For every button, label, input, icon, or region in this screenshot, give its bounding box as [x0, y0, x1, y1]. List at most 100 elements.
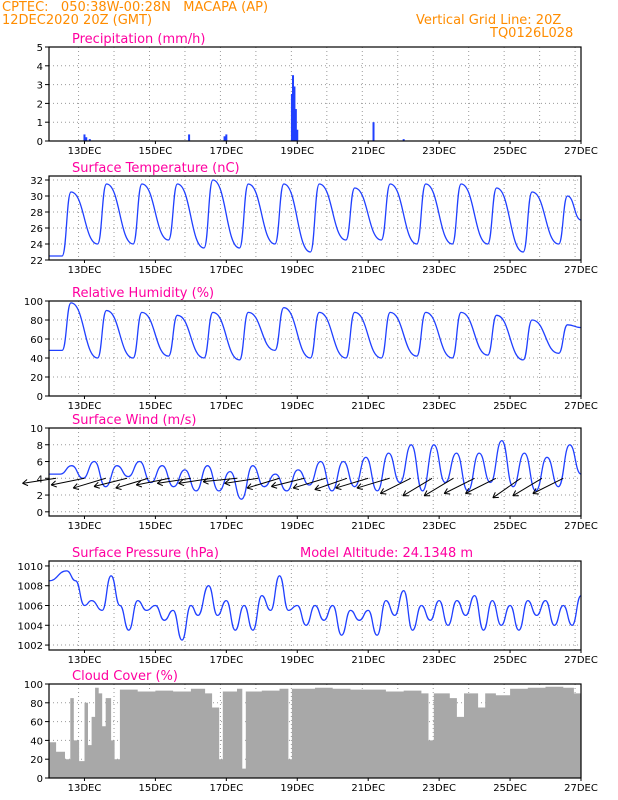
wind-arrow-head: [202, 477, 209, 483]
wind-arrow-head: [335, 483, 341, 489]
wind-arrow-head: [314, 489, 321, 492]
wind-arrow-head: [157, 482, 163, 487]
ytick-label: 20: [30, 373, 43, 384]
cloud-area: [49, 686, 581, 778]
header-model-code: TQ0126L028: [490, 26, 574, 41]
temp-line: [48, 179, 582, 257]
wind-arrow-head: [224, 482, 231, 487]
xtick-label: 21DEC: [351, 783, 385, 794]
xtick-label: 23DEC: [422, 655, 456, 666]
xtick-label: 13DEC: [68, 655, 102, 666]
header-grid-line: Vertical Grid Line: 20Z: [416, 13, 562, 28]
wind-arrow: [532, 477, 564, 494]
wind-arrow: [271, 477, 305, 488]
xtick-label: 15DEC: [139, 783, 173, 794]
panel-title-rh: Relative Humidity (%): [72, 286, 214, 301]
xtick-label: 17DEC: [209, 783, 243, 794]
panel-title-pres: Surface Pressure (hPa): [72, 546, 219, 561]
ytick-label: 60: [30, 718, 43, 729]
wind-arrow-head: [73, 487, 80, 491]
wind-arrow-head: [246, 483, 252, 489]
wind-arrow-head: [356, 483, 362, 489]
wind-arrow-head: [271, 481, 276, 487]
panel-frame: [48, 427, 582, 517]
xtick-label: 23DEC: [422, 521, 456, 532]
xtick-label: 19DEC: [280, 521, 314, 532]
xtick-label: 19DEC: [280, 401, 314, 412]
wind-arrow: [443, 477, 475, 494]
panel-title-cloud: Cloud Cover (%): [72, 669, 178, 684]
ytick-label: 4: [37, 474, 43, 485]
ytick-label: 40: [30, 354, 43, 365]
wind-arrow: [465, 477, 497, 494]
xtick-label: 27DEC: [564, 655, 598, 666]
wind-arrow-head: [178, 482, 185, 487]
precip-bar: [83, 134, 86, 141]
precip-bar: [290, 94, 293, 141]
xtick-label: 19DEC: [280, 146, 314, 157]
xtick-label: 21DEC: [351, 655, 385, 666]
xtick-label: 13DEC: [68, 783, 102, 794]
ytick-label: 3: [37, 81, 43, 92]
wind-arrow-head: [224, 479, 230, 484]
xtick-label: 25DEC: [493, 146, 527, 157]
header-station: CPTEC: 050:38W-00:28N MACAPA (AP): [2, 0, 269, 15]
wind-arrow-head: [50, 480, 56, 486]
ytick-label: 4: [37, 62, 43, 73]
precip-bar: [188, 134, 191, 141]
xtick-label: 19DEC: [280, 265, 314, 276]
ytick-label: 30: [30, 192, 43, 203]
precip-bar: [225, 134, 228, 141]
ytick-label: 1010: [18, 562, 43, 573]
wind-speed-line: [49, 439, 582, 500]
precip-bar: [402, 139, 405, 141]
wind-arrow-head: [72, 483, 78, 489]
xtick-label: 25DEC: [493, 265, 527, 276]
xtick-label: 13DEC: [68, 401, 102, 412]
panel-wind: Surface Wind (m/s) 0 2 4 6 8 10 13DEC 15DEC 17DEC…: [22, 413, 598, 532]
ytick-label: 80: [30, 316, 43, 327]
ytick-label: 1008: [18, 582, 43, 593]
wind-arrow: [402, 477, 433, 497]
wind-arrow-head: [423, 490, 428, 497]
ytick-label: 2: [37, 491, 43, 502]
ytick-label: 26: [30, 224, 43, 235]
wind-arrow: [512, 477, 543, 497]
ytick-label: 2: [37, 99, 43, 110]
ytick-label: 1002: [18, 641, 43, 652]
wind-arrow-head: [22, 482, 29, 487]
wind-arrow-head: [292, 487, 300, 491]
xtick-label: 17DEC: [209, 521, 243, 532]
xtick-label: 19DEC: [280, 655, 314, 666]
wind-arrow-head: [292, 483, 298, 489]
wind-arrow: [356, 477, 390, 489]
xtick-label: 21DEC: [351, 521, 385, 532]
ytick-label: 0: [37, 137, 43, 148]
wind-arrow-head: [532, 488, 537, 494]
panel-frame: [48, 175, 582, 261]
wind-arrow-head: [93, 481, 99, 487]
wind-arrow-head: [379, 488, 384, 494]
wind-arrow: [73, 477, 106, 489]
xtick-label: 15DEC: [139, 265, 173, 276]
xtick-label: 17DEC: [209, 146, 243, 157]
ytick-label: 24: [30, 240, 43, 251]
wind-arrow: [93, 477, 128, 488]
xtick-label: 25DEC: [493, 521, 527, 532]
ytick-label: 40: [30, 736, 43, 747]
wind-arrow: [380, 477, 411, 494]
xtick-label: 27DEC: [564, 265, 598, 276]
xtick-label: 17DEC: [209, 401, 243, 412]
panel-rh: Relative Humidity (%) 0 20 40 60 80 100 13DEC 15…: [24, 286, 598, 412]
panel-frame: [48, 300, 582, 397]
panel-title-precip: Precipitation (mm/h): [72, 32, 205, 47]
ytick-label: 1: [37, 118, 43, 129]
ytick-label: 22: [30, 256, 43, 267]
wind-arrow: [157, 477, 191, 484]
panel-frame: [48, 46, 582, 142]
precip-bar: [296, 129, 299, 141]
wind-arrow-head: [246, 487, 253, 491]
xtick-label: 23DEC: [422, 146, 456, 157]
wind-arrow-head: [50, 484, 57, 488]
